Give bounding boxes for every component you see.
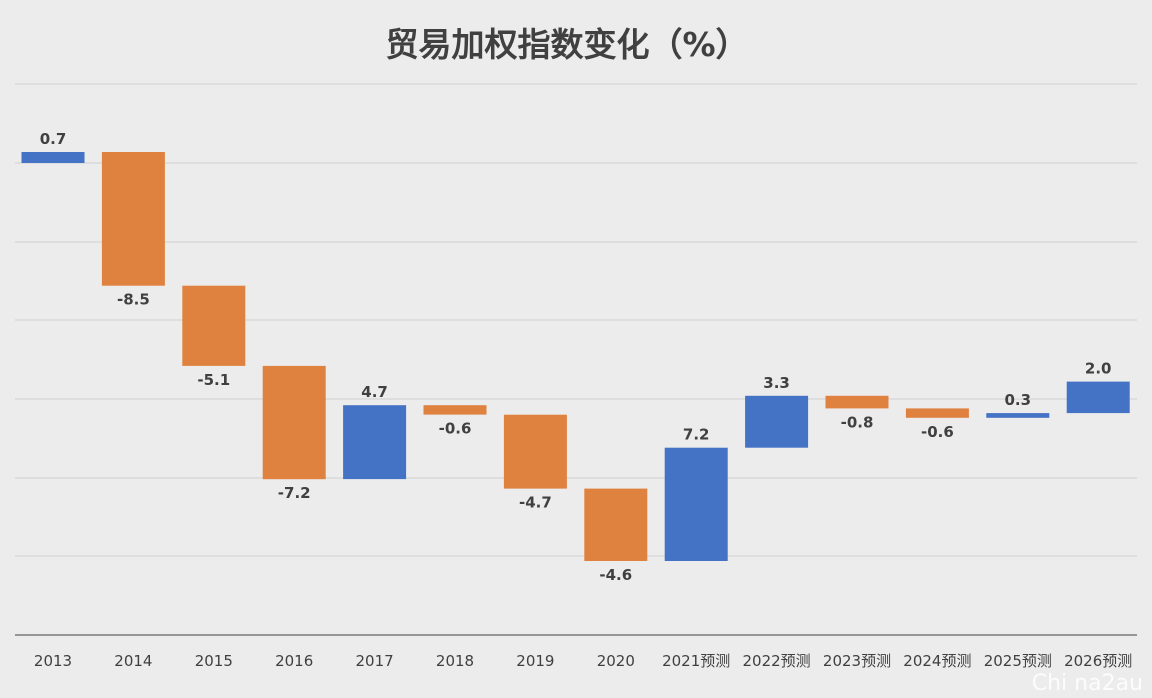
data-label-2017: 4.7	[361, 383, 388, 401]
x-tick-2016: 2016	[275, 652, 313, 670]
bar-2020	[584, 488, 648, 561]
bar-2025预测	[986, 413, 1050, 418]
x-tick-2020: 2020	[597, 652, 635, 670]
bar-2015	[182, 285, 246, 366]
bar-2021预测	[664, 447, 728, 561]
x-axis-ticks: 2013 2014 2015 2016 2017 2018 2019 2020 2021预测 20…	[34, 652, 1132, 670]
data-label-2026预测: 2.0	[1085, 360, 1112, 378]
x-tick-2024预测: 2024预测	[903, 652, 971, 670]
chart-title: 贸易加权指数变化（%）	[385, 25, 748, 64]
bar-2018	[423, 405, 487, 415]
data-label-2020: -4.6	[599, 566, 632, 584]
x-tick-2017: 2017	[356, 652, 394, 670]
x-tick-2014: 2014	[114, 652, 152, 670]
data-label-2015: -5.1	[197, 371, 230, 389]
data-label-2021预测: 7.2	[683, 426, 710, 444]
bar-2023预测	[825, 395, 889, 409]
data-label-2018: -0.6	[439, 420, 472, 438]
x-tick-2021预测: 2021预测	[662, 652, 730, 670]
x-tick-2013: 2013	[34, 652, 72, 670]
data-label-2022预测: 3.3	[763, 374, 790, 392]
data-label-2016: -7.2	[278, 484, 311, 502]
data-label-2024预测: -0.6	[921, 423, 954, 441]
x-tick-2015: 2015	[195, 652, 233, 670]
bar-2013	[21, 152, 85, 163]
bar-2024预测	[905, 408, 969, 418]
data-label-2013: 0.7	[40, 130, 67, 148]
bars	[21, 152, 1130, 561]
data-label-2019: -4.7	[519, 494, 552, 512]
bar-2016	[262, 365, 326, 480]
bar-2014	[101, 152, 165, 286]
x-tick-2019: 2019	[516, 652, 554, 670]
data-label-2023预测: -0.8	[841, 413, 874, 431]
bar-2026预测	[1066, 381, 1130, 414]
x-tick-2023预测: 2023预测	[823, 652, 891, 670]
data-label-2025预测: 0.3	[1005, 391, 1032, 409]
data-label-2014: -8.5	[117, 291, 150, 309]
x-tick-2018: 2018	[436, 652, 474, 670]
x-tick-2022预测: 2022预测	[743, 652, 811, 670]
bar-2017	[343, 405, 407, 480]
x-tick-2026预测: 2026预测	[1064, 652, 1132, 670]
bar-2019	[503, 414, 567, 489]
watermark: Chi na2au	[1032, 671, 1143, 694]
data-labels: 0.7 -8.5 -5.1 -7.2 4.7 -0.6 -4.7 -4.6 7.2 3.3 -0.8…	[40, 130, 1112, 584]
x-tick-2025预测: 2025预测	[984, 652, 1052, 670]
bar-2022预测	[745, 395, 809, 448]
